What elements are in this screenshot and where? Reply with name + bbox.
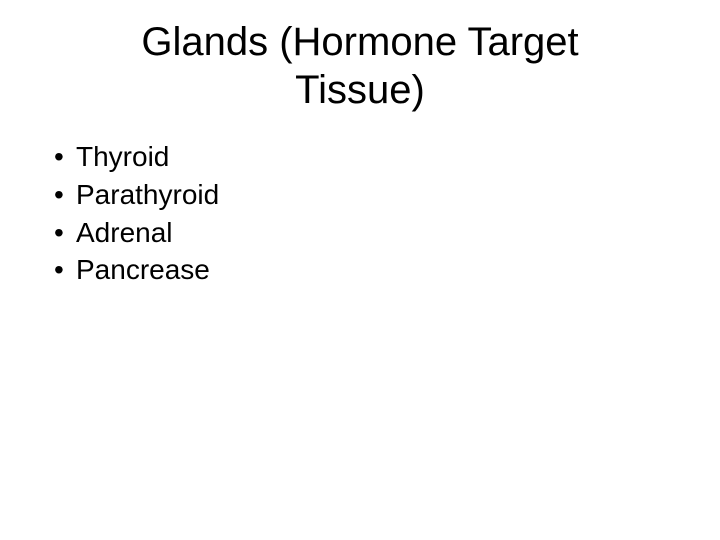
bullet-icon: • xyxy=(48,176,76,214)
bullet-text: Pancrease xyxy=(76,251,680,289)
slide-container: Glands (Hormone Target Tissue) • Thyroid… xyxy=(0,0,720,540)
slide-title: Glands (Hormone Target Tissue) xyxy=(40,18,680,114)
bullet-icon: • xyxy=(48,214,76,252)
bullet-text: Parathyroid xyxy=(76,176,680,214)
bullet-text: Adrenal xyxy=(76,214,680,252)
list-item: • Adrenal xyxy=(48,214,680,252)
list-item: • Parathyroid xyxy=(48,176,680,214)
bullet-icon: • xyxy=(48,138,76,176)
list-item: • Pancrease xyxy=(48,251,680,289)
bullet-text: Thyroid xyxy=(76,138,680,176)
bullet-list: • Thyroid • Parathyroid • Adrenal • Panc… xyxy=(40,138,680,289)
bullet-icon: • xyxy=(48,251,76,289)
list-item: • Thyroid xyxy=(48,138,680,176)
